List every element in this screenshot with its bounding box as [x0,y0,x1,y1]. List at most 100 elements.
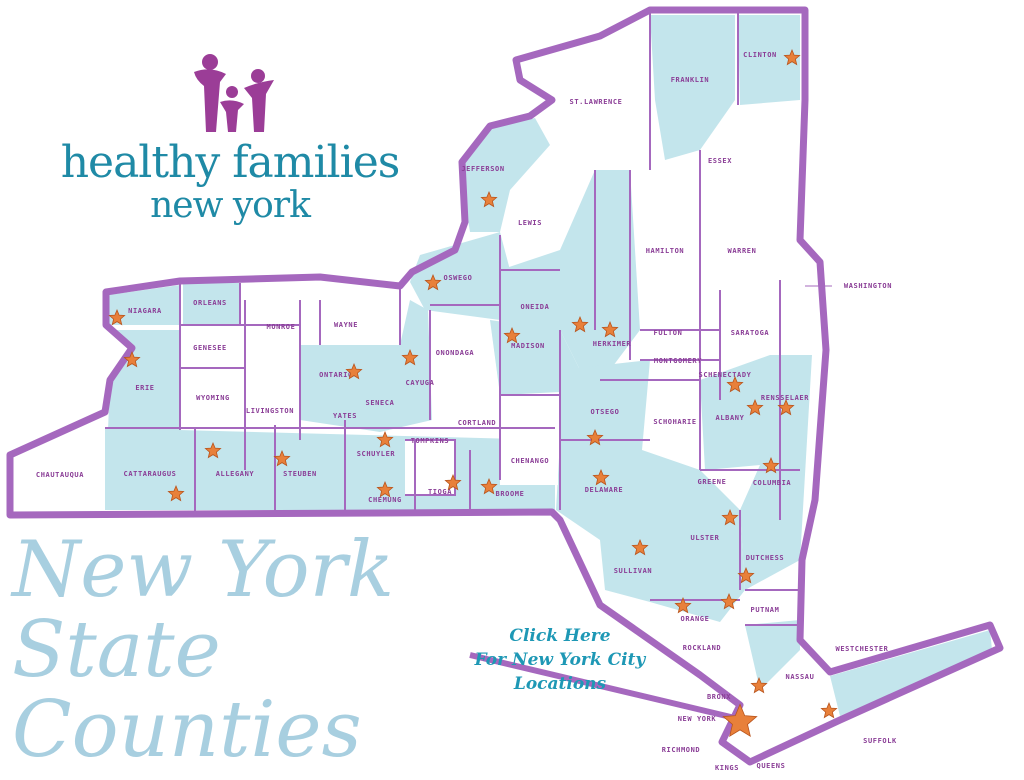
county-label-erie[interactable]: ERIE [135,384,154,392]
county-label-cattaraugus[interactable]: CATTARAUGUS [124,470,177,478]
county-label-fulton[interactable]: FULTON [654,329,683,337]
county-label-montgomery[interactable]: MONTGOMERY [654,357,702,365]
county-label-allegany[interactable]: ALLEGANY [216,470,255,478]
star-icon[interactable] [401,348,419,366]
county-label-clinton[interactable]: CLINTON [743,51,777,59]
star-icon[interactable] [722,703,758,738]
nyc-locations-link[interactable]: Click Here For New York City Locations [455,624,665,696]
county-label-westchester[interactable]: WESTCHESTER [836,645,889,653]
county-label-schenectady[interactable]: SCHENECTADY [699,371,752,379]
star-icon[interactable] [424,273,442,291]
county-label-nassau[interactable]: NASSAU [786,673,815,681]
county-label-rockland[interactable]: ROCKLAND [683,644,722,652]
county-label-dutchess[interactable]: DUTCHESS [746,554,785,562]
star-icon[interactable] [204,441,222,459]
county-label-putnam[interactable]: PUTNAM [751,606,780,614]
served-county-region[interactable] [108,285,180,325]
county-label-schoharie[interactable]: SCHOHARIE [653,418,696,426]
county-label-tompkins[interactable]: TOMPKINS [411,437,450,445]
star-icon[interactable] [273,449,291,467]
star-icon[interactable] [762,456,780,474]
county-label-madison[interactable]: MADISON [511,342,545,350]
star-icon[interactable] [631,538,649,556]
county-label-jefferson[interactable]: JEFFERSON [461,165,504,173]
star-icon[interactable] [586,428,604,446]
served-county-region[interactable] [650,15,735,160]
star-icon[interactable] [750,676,768,694]
county-label-cortland[interactable]: CORTLAND [458,419,497,427]
county-label-new-york[interactable]: NEW YORK [678,715,717,723]
star-icon[interactable] [345,362,363,380]
county-label-orange[interactable]: ORANGE [681,615,710,623]
county-label-herkimer[interactable]: HERKIMER [593,340,632,348]
county-label-richmond[interactable]: RICHMOND [662,746,701,754]
served-county-region[interactable] [300,300,432,432]
served-county-region[interactable] [738,15,800,105]
served-county-region[interactable] [700,355,812,590]
county-label-onondaga[interactable]: ONONDAGA [436,349,475,357]
county-label-yates[interactable]: YATES [333,412,357,420]
star-icon[interactable] [721,508,739,526]
star-icon[interactable] [376,480,394,498]
served-county-region[interactable] [500,170,640,370]
county-label-oswego[interactable]: OSWEGO [444,274,473,282]
unserved-county-region[interactable] [405,440,455,495]
star-icon[interactable] [167,484,185,502]
county-label-essex[interactable]: ESSEX [708,157,732,165]
county-label-rensselaer[interactable]: RENSSELAER [761,394,809,402]
county-label-franklin[interactable]: FRANKLIN [671,76,710,84]
county-label-kings[interactable]: KINGS [715,764,739,772]
star-icon[interactable] [820,701,838,719]
county-label-oneida[interactable]: ONEIDA [521,303,550,311]
star-icon[interactable] [720,592,738,610]
star-icon[interactable] [592,468,610,486]
county-label-st-lawrence[interactable]: ST.LAWRENCE [570,98,623,106]
county-label-wayne[interactable]: WAYNE [334,321,358,329]
served-county-region[interactable] [183,283,240,325]
star-icon[interactable] [480,477,498,495]
county-label-warren[interactable]: WARREN [728,247,757,255]
star-icon[interactable] [108,308,126,326]
county-label-albany[interactable]: ALBANY [716,414,745,422]
county-label-ulster[interactable]: ULSTER [691,534,720,542]
county-label-livingston[interactable]: LIVINGSTON [246,407,294,415]
county-label-tioga[interactable]: TIOGA [428,488,452,496]
county-label-steuben[interactable]: STEUBEN [283,470,317,478]
county-label-orleans[interactable]: ORLEANS [193,299,227,307]
served-county-region[interactable] [460,118,550,232]
star-icon[interactable] [777,398,795,416]
served-county-region[interactable] [830,630,992,716]
county-label-sullivan[interactable]: SULLIVAN [614,567,653,575]
healthy-families-logo[interactable]: healthy families new york [30,52,430,224]
served-county-region[interactable] [556,360,745,622]
county-label-chautauqua[interactable]: CHAUTAUQUA [36,471,84,479]
county-label-columbia[interactable]: COLUMBIA [753,479,792,487]
county-label-bronx[interactable]: BRONX [707,693,731,701]
served-county-region[interactable] [108,330,180,430]
county-label-lewis[interactable]: LEWIS [518,219,542,227]
star-icon[interactable] [737,566,755,584]
county-label-washington[interactable]: WASHINGTON [844,282,892,290]
served-county-region[interactable] [410,232,510,320]
county-label-ontario[interactable]: ONTARIO [319,371,353,379]
star-icon[interactable] [571,315,589,333]
county-label-genesee[interactable]: GENESEE [193,344,227,352]
county-label-wyoming[interactable]: WYOMING [196,394,230,402]
county-label-saratoga[interactable]: SARATOGA [731,329,770,337]
county-label-suffolk[interactable]: SUFFOLK [863,737,897,745]
unserved-county-region[interactable] [500,395,558,485]
county-label-schuyler[interactable]: SCHUYLER [357,450,396,458]
county-label-niagara[interactable]: NIAGARA [128,307,162,315]
county-label-seneca[interactable]: SENECA [366,399,395,407]
star-icon[interactable] [783,48,801,66]
star-icon[interactable] [601,320,619,338]
county-label-cayuga[interactable]: CAYUGA [406,379,435,387]
star-icon[interactable] [746,398,764,416]
star-icon[interactable] [376,430,394,448]
star-icon[interactable] [674,596,692,614]
star-icon[interactable] [444,473,462,491]
county-label-monroe[interactable]: MONROE [267,323,296,331]
star-icon[interactable] [726,375,744,393]
county-label-chemung[interactable]: CHEMUNG [368,496,402,504]
served-county-region[interactable] [745,620,800,690]
